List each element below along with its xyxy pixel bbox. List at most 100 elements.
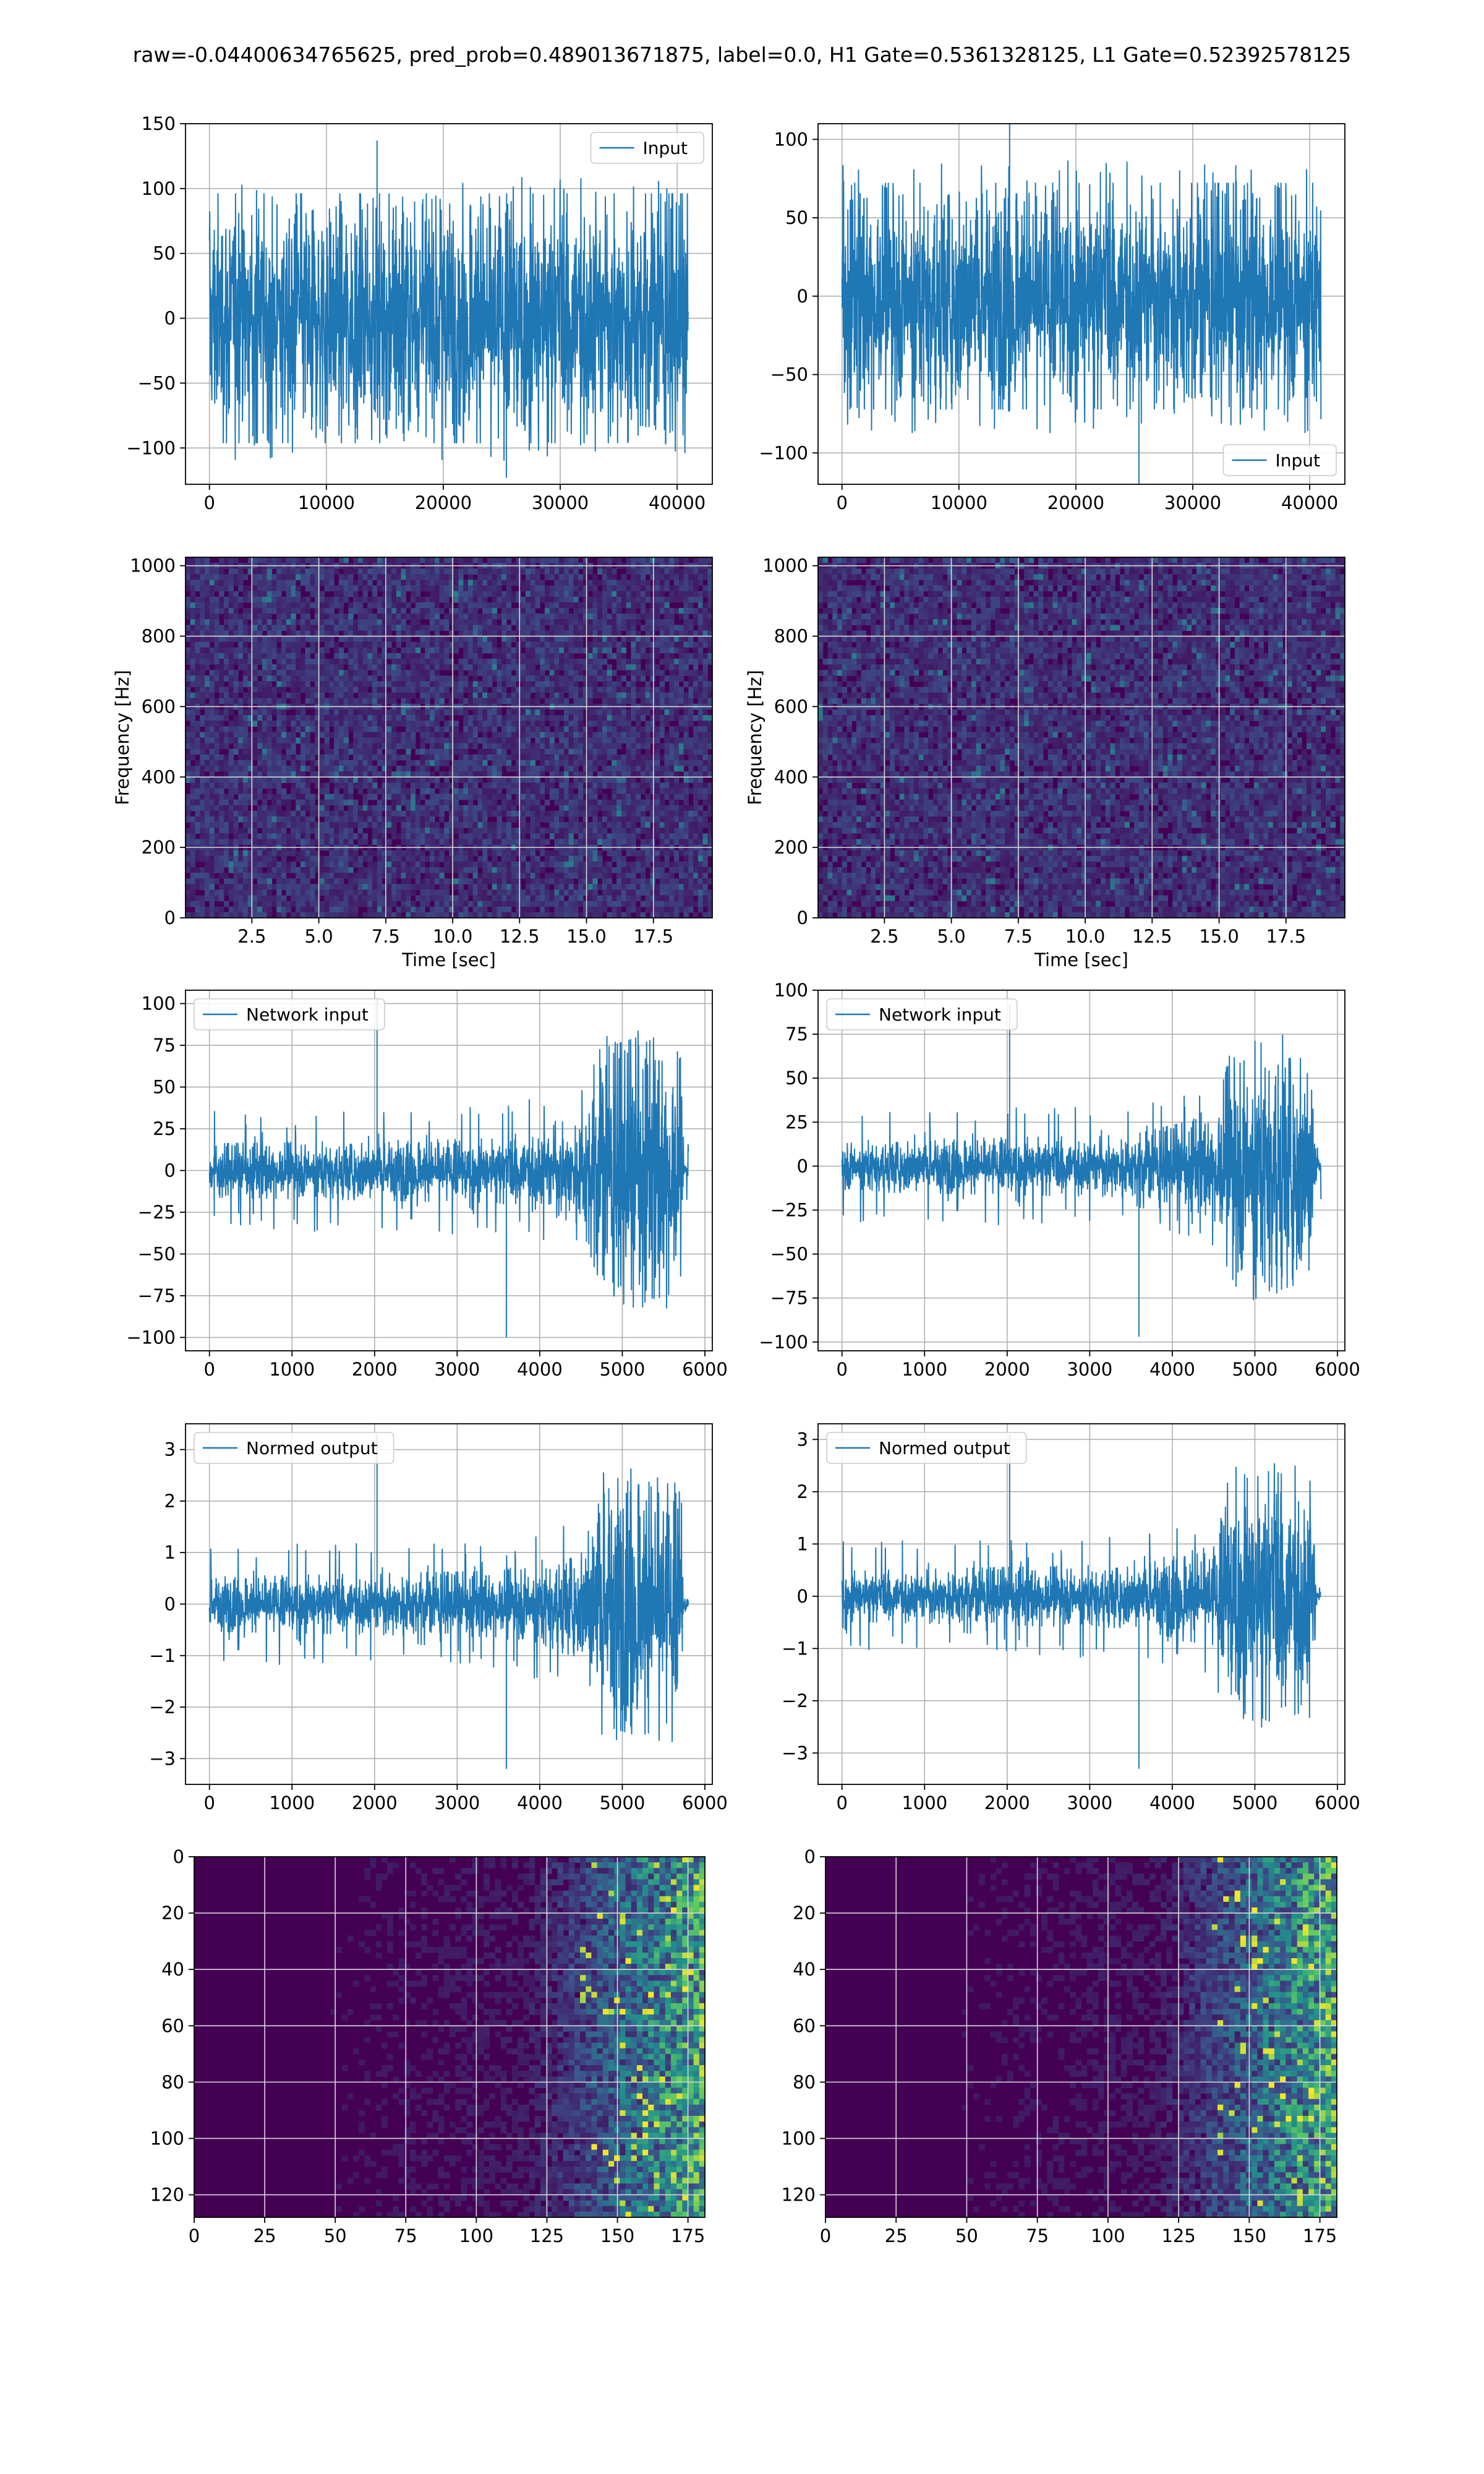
heatmap-cell — [683, 692, 689, 699]
heatmap-cell — [233, 782, 239, 789]
heatmap-cell — [607, 748, 612, 755]
heatmap-cell — [664, 788, 670, 795]
heatmap-cell — [525, 591, 531, 597]
heatmap-cell — [353, 799, 359, 806]
heatmap-cell — [252, 608, 258, 614]
heatmap-cell — [631, 664, 636, 670]
heatmap-cell — [357, 625, 364, 631]
heatmap-cell — [592, 760, 598, 766]
heatmap-cell — [650, 737, 655, 744]
heatmap-cell — [357, 602, 364, 609]
heatmap-cell — [645, 709, 650, 716]
heatmap-cell — [415, 715, 421, 721]
heatmap-cell — [477, 625, 483, 631]
heatmap-cell — [315, 822, 320, 828]
heatmap-cell — [430, 788, 435, 795]
heatmap-cell — [449, 732, 454, 738]
heatmap-cell — [655, 568, 660, 575]
heatmap-cell — [497, 681, 502, 688]
heatmap-cell — [281, 653, 287, 659]
heatmap-cell — [319, 743, 325, 750]
heatmap-cell — [530, 760, 535, 766]
heatmap-cell — [319, 681, 325, 688]
heatmap-cell — [511, 805, 516, 811]
heatmap-cell — [535, 794, 540, 800]
heatmap-cell — [343, 709, 349, 716]
heatmap-cell — [372, 788, 378, 795]
heatmap-cell — [401, 698, 406, 704]
heatmap-cell — [573, 580, 579, 586]
heatmap-cell — [386, 794, 392, 800]
heatmap-cell — [267, 653, 272, 659]
heatmap-cell — [497, 664, 502, 670]
heatmap-cell — [506, 636, 512, 643]
heatmap-cell — [334, 788, 339, 795]
heatmap-cell — [334, 625, 339, 631]
heatmap-cell — [573, 591, 579, 597]
heatmap-cell — [296, 799, 301, 806]
heatmap-cell — [655, 608, 660, 614]
heatmap-cell — [540, 737, 545, 744]
heatmap-cell — [425, 574, 430, 580]
heatmap-cell — [602, 557, 608, 563]
heatmap-cell — [492, 557, 497, 563]
heatmap-cell — [209, 692, 215, 699]
heatmap-cell — [453, 568, 459, 575]
heatmap-cell — [195, 659, 200, 665]
heatmap-cell — [563, 675, 569, 682]
heatmap-cell — [530, 568, 535, 575]
heatmap-cell — [319, 687, 325, 693]
heatmap-cell — [434, 614, 440, 620]
heatmap-cell — [477, 602, 483, 609]
heatmap-cell — [334, 698, 339, 704]
heatmap-cell — [501, 608, 507, 614]
heatmap-cell — [487, 692, 493, 699]
heatmap-cell — [468, 732, 474, 738]
heatmap-cell — [300, 630, 306, 637]
heatmap-cell — [664, 568, 670, 575]
heatmap-cell — [430, 799, 435, 806]
heatmap-cell — [219, 810, 224, 817]
heatmap-cell — [338, 777, 344, 783]
heatmap-cell — [252, 619, 258, 625]
heatmap-cell — [396, 687, 402, 693]
heatmap-cell — [530, 580, 535, 586]
heatmap-cell — [530, 659, 535, 665]
heatmap-cell — [602, 625, 608, 631]
heatmap-cell — [411, 675, 416, 682]
heatmap-cell — [396, 777, 402, 783]
heatmap-cell — [612, 828, 617, 834]
heatmap-cell — [559, 608, 565, 614]
heatmap-cell — [582, 726, 589, 732]
heatmap-cell — [563, 664, 569, 670]
heatmap-cell — [224, 641, 229, 648]
heatmap-cell — [224, 619, 229, 625]
heatmap-cell — [305, 585, 310, 592]
heatmap-cell — [468, 828, 474, 834]
heatmap-cell — [540, 681, 545, 688]
heatmap-cell — [636, 568, 641, 575]
heatmap-cell — [357, 670, 364, 676]
heatmap-cell — [296, 782, 301, 789]
heatmap-cell — [659, 732, 665, 738]
heatmap-cell — [286, 748, 291, 755]
heatmap-cell — [281, 799, 287, 806]
heatmap-cell — [362, 760, 368, 766]
heatmap-cell — [334, 816, 339, 823]
heatmap-cell — [296, 591, 301, 597]
heatmap-cell — [516, 659, 521, 665]
heatmap-cell — [353, 636, 359, 643]
heatmap-cell — [626, 619, 631, 625]
heatmap-cell — [430, 777, 435, 783]
heatmap-cell — [420, 777, 425, 783]
heatmap-cell — [209, 833, 215, 840]
heatmap-cell — [357, 585, 364, 592]
heatmap-cell — [372, 596, 378, 603]
heatmap-cell — [334, 602, 339, 609]
heatmap-cell — [439, 591, 445, 597]
heatmap-cell — [219, 641, 224, 648]
heatmap-cell — [477, 810, 483, 817]
heatmap-cell — [439, 732, 445, 738]
heatmap-cell — [415, 833, 421, 840]
heatmap-cell — [573, 782, 579, 789]
